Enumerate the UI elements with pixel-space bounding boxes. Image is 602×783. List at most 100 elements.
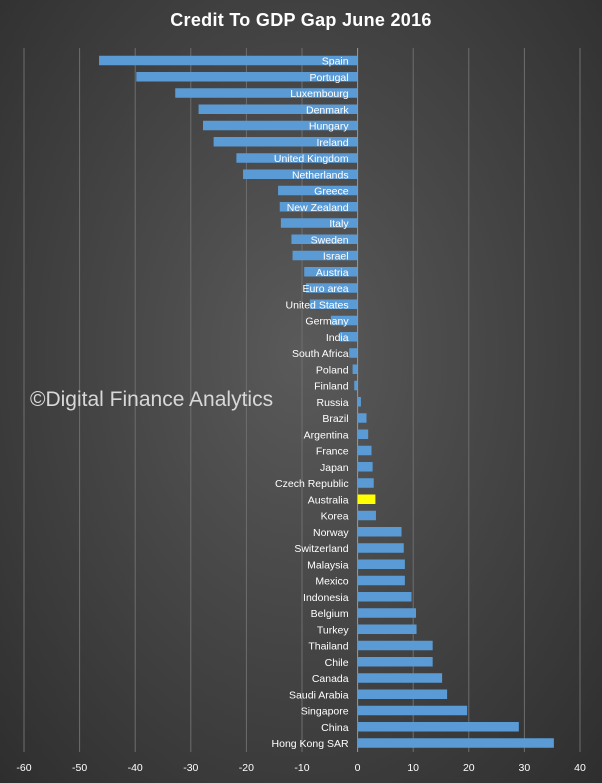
category-label: Argentina xyxy=(304,429,349,441)
bar-austria xyxy=(304,267,358,277)
category-label: Indonesia xyxy=(303,592,349,604)
bar-saudi-arabia xyxy=(357,689,448,699)
x-tick-label: 40 xyxy=(574,762,586,774)
category-label: Denmark xyxy=(306,104,349,116)
x-tick-label: -20 xyxy=(239,762,254,774)
bar-sweden xyxy=(291,234,358,244)
bar-greece xyxy=(278,185,358,196)
chart-title: Credit To GDP Gap June 2016 xyxy=(170,10,432,30)
category-label: Thailand xyxy=(308,641,348,653)
bar-belgium xyxy=(357,608,416,618)
x-tick-label: -30 xyxy=(183,762,198,774)
category-label: Ireland xyxy=(316,137,348,149)
category-label: Poland xyxy=(316,364,349,376)
category-label: Russia xyxy=(316,397,348,409)
bar-japan xyxy=(357,462,373,472)
x-tick-label: -40 xyxy=(128,762,143,774)
bar-canada xyxy=(357,673,443,683)
category-label: Norway xyxy=(313,527,349,539)
bar-ireland xyxy=(213,137,358,147)
category-label: Singapore xyxy=(301,706,349,718)
category-label: Austria xyxy=(316,267,349,279)
bar-germany xyxy=(330,315,358,326)
bar-poland xyxy=(352,364,358,374)
bar-united-states xyxy=(309,299,358,309)
category-label: Israel xyxy=(323,251,349,263)
bar-malaysia xyxy=(357,559,405,569)
category-label: Netherlands xyxy=(292,169,349,181)
category-label: Czech Republic xyxy=(275,478,349,490)
watermark: ©Digital Finance Analytics xyxy=(30,388,274,411)
category-label: Spain xyxy=(322,56,349,68)
category-label: Switzerland xyxy=(294,543,348,555)
category-label: Portugal xyxy=(309,72,348,84)
category-label: Turkey xyxy=(317,624,349,636)
category-label: China xyxy=(321,722,349,734)
x-tick-label: -10 xyxy=(294,762,309,774)
category-label: Japan xyxy=(320,462,349,474)
bar-chile xyxy=(357,657,433,667)
category-label: Saudi Arabia xyxy=(289,689,349,701)
x-tick-label: 20 xyxy=(463,762,475,774)
category-label: Hong Kong SAR xyxy=(272,738,349,750)
bar-korea xyxy=(357,510,376,521)
category-label: Mexico xyxy=(315,576,348,588)
bar-turkey xyxy=(357,624,417,634)
bar-norway xyxy=(357,527,402,537)
x-tick-label: 10 xyxy=(407,762,419,774)
bar-hungary xyxy=(203,120,358,131)
bar-israel xyxy=(292,250,358,261)
bar-portugal xyxy=(136,72,358,82)
category-label: Hungary xyxy=(309,121,349,133)
category-label: Euro area xyxy=(302,283,348,295)
x-tick-label: 30 xyxy=(519,762,531,774)
category-label: New Zealand xyxy=(287,202,349,214)
x-tick-label: 0 xyxy=(355,762,361,774)
category-label: United Kingdom xyxy=(274,153,349,165)
category-label: Germany xyxy=(305,316,349,328)
bar-indonesia xyxy=(357,592,412,602)
category-label: Brazil xyxy=(322,413,348,425)
x-tick-label: -60 xyxy=(16,762,31,774)
bar-spain xyxy=(99,55,358,66)
bar-singapore xyxy=(357,705,468,716)
category-label: Greece xyxy=(314,186,349,198)
category-label: United States xyxy=(286,299,349,311)
category-label: Luxembourg xyxy=(290,88,349,100)
bar-luxembourg xyxy=(175,88,358,98)
bar-netherlands xyxy=(243,169,358,179)
x-tick-label: -50 xyxy=(72,762,87,774)
bar-italy xyxy=(280,218,358,228)
bar-brazil xyxy=(357,413,367,423)
category-label: Korea xyxy=(321,511,349,523)
category-label: India xyxy=(326,332,349,344)
category-label: Italy xyxy=(329,218,349,230)
bar-new-zealand xyxy=(279,202,358,212)
bar-denmark xyxy=(198,104,358,114)
bar-australia xyxy=(357,494,376,504)
bar-france xyxy=(357,445,372,456)
category-label: South Africa xyxy=(292,348,349,360)
bar-finland xyxy=(354,380,358,391)
category-label: France xyxy=(316,446,349,458)
bar-hong-kong-sar xyxy=(357,738,554,748)
bar-switzerland xyxy=(357,543,404,553)
bar-thailand xyxy=(357,640,433,651)
category-label: Chile xyxy=(325,657,349,669)
category-label: Sweden xyxy=(311,234,349,246)
bar-india xyxy=(339,332,358,342)
category-label: Malaysia xyxy=(307,559,349,571)
bar-czech-republic xyxy=(357,478,374,488)
category-label: Australia xyxy=(308,494,349,506)
bar-united-kingdom xyxy=(236,153,358,163)
bar-argentina xyxy=(357,429,369,439)
bar-south-africa xyxy=(349,348,358,358)
category-label: Finland xyxy=(314,381,349,393)
category-label: Canada xyxy=(312,673,349,685)
bar-mexico xyxy=(357,575,405,586)
category-label: Belgium xyxy=(311,608,349,620)
bar-euro-area xyxy=(305,283,358,293)
bar-china xyxy=(357,722,519,732)
